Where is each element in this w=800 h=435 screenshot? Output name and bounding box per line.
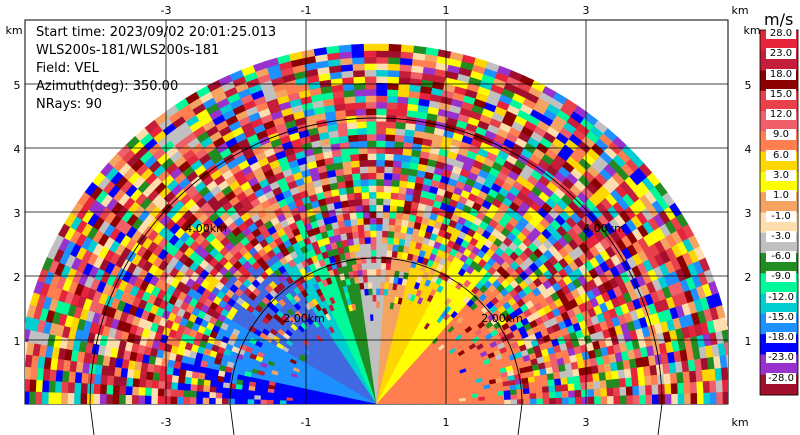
x-tick-bottom: -3: [161, 416, 172, 429]
colorbar-level-label: -15.0: [766, 311, 796, 323]
x-tick-top: -3: [161, 4, 172, 17]
colorbar-level-label: -12.0: [766, 291, 796, 303]
colorbar-level-label: 9.0: [766, 129, 796, 141]
x-tick-bottom: -1: [301, 416, 312, 429]
colorbar-level-label: 18.0: [766, 68, 796, 80]
range-ring-label: 4.00km: [583, 222, 625, 235]
ray-count: NRays: 90: [36, 97, 102, 112]
colorbar-level-label: 6.0: [766, 149, 796, 161]
colorbar-level-label: 1.0: [766, 190, 796, 202]
colorbar-level-label: -1.0: [766, 210, 796, 222]
x-unit-top: km: [731, 4, 748, 17]
colorbar-level-label: 23.0: [766, 48, 796, 60]
start-time: Start time: 2023/09/02 20:01:25.013: [36, 25, 277, 40]
y-tick-right: 4: [745, 143, 752, 156]
station-name: WLS200s-181/WLS200s-181: [36, 43, 220, 58]
range-ring-label: 2.00km: [283, 312, 325, 325]
colorbar-level-label: -23.0: [766, 352, 796, 364]
colorbar-level-label: -3.0: [766, 230, 796, 242]
colorbar-level-label: -6.0: [766, 251, 796, 263]
y-tick-right: 3: [745, 207, 752, 220]
colorbar-level-label: 15.0: [766, 88, 796, 100]
colorbar-level-label: -28.0: [766, 372, 796, 384]
y-tick-right: 2: [745, 271, 752, 284]
scan-info: Start time: 2023/09/02 20:01:25.013 WLS20…: [36, 24, 276, 114]
y-unit-left: km: [5, 24, 22, 37]
y-unit-right: km: [743, 24, 760, 37]
x-tick-top: 3: [583, 4, 590, 17]
x-tick-top: 1: [443, 4, 450, 17]
field-name: Field: VEL: [36, 61, 99, 76]
y-tick-left: 1: [14, 335, 21, 348]
x-unit-bottom: km: [731, 416, 748, 429]
colorbar-level-label: 28.0: [766, 28, 796, 39]
range-ring-label: 4.00km: [185, 222, 227, 235]
y-tick-right: 5: [745, 79, 752, 92]
range-rings: [89, 117, 663, 435]
y-tick-left: 2: [14, 271, 21, 284]
colorbar-level-label: 3.0: [766, 169, 796, 181]
y-tick-right: 1: [745, 335, 752, 348]
y-tick-left: 4: [14, 143, 21, 156]
colorbar-level-label: -18.0: [766, 332, 796, 344]
x-tick-top: -1: [301, 4, 312, 17]
colorbar-level-label: -9.0: [766, 271, 796, 283]
velocity-sector: [25, 43, 728, 404]
colorbar-unit: m/s: [764, 10, 794, 29]
colorbar-level-label: 12.0: [766, 109, 796, 121]
azimuth: Azimuth(deg): 350.00: [36, 79, 179, 94]
y-tick-left: 5: [14, 79, 21, 92]
x-tick-bottom: 3: [583, 416, 590, 429]
x-tick-bottom: 1: [443, 416, 450, 429]
y-tick-left: 3: [14, 207, 21, 220]
range-ring-label: 2.00km: [481, 312, 523, 325]
plot-grid: [25, 20, 728, 404]
